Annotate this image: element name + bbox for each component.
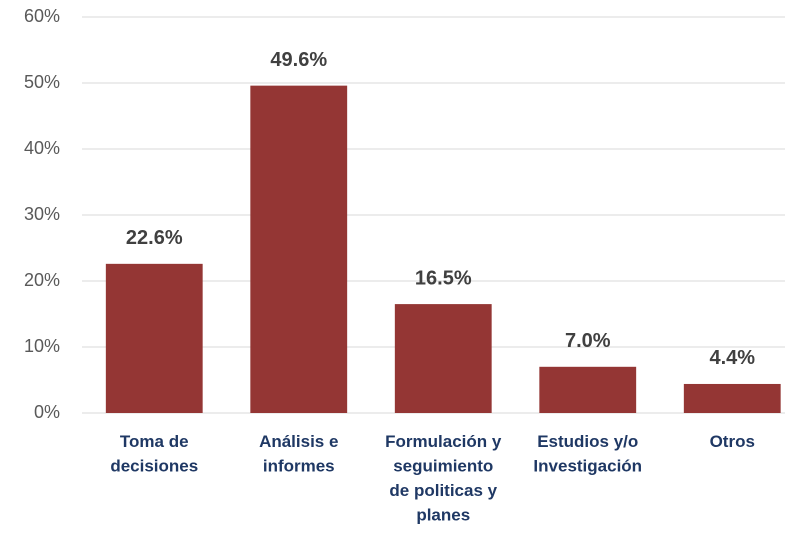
x-tick-label: Formulación y seguimiento de politicas y pl…: [385, 432, 502, 525]
x-tick-label-line: seguimiento: [393, 457, 493, 476]
x-tick-label: Estudios y/o Investigación: [533, 432, 642, 476]
x-tick-label-line: informes: [263, 457, 335, 476]
x-tick-label-line: Análisis e: [259, 432, 338, 451]
bar: [250, 85, 348, 413]
bar: [394, 304, 492, 413]
y-tick-label: 40%: [24, 138, 60, 158]
x-tick-label-line: Investigación: [533, 457, 642, 476]
y-tick-label: 10%: [24, 336, 60, 356]
x-tick-label-line: decisiones: [110, 457, 198, 476]
value-label: 22.6%: [126, 227, 183, 249]
y-tick-label: 0%: [34, 402, 60, 422]
x-tick-label-line: Formulación y: [385, 432, 502, 451]
y-tick-label: 30%: [24, 204, 60, 224]
x-tick-label: Análisis e informes: [259, 432, 338, 476]
x-tick-label-line: Estudios y/o: [537, 432, 638, 451]
y-tick-label: 50%: [24, 72, 60, 92]
x-tick-label-line: Toma de: [120, 432, 189, 451]
bar: [683, 383, 781, 413]
value-label: 4.4%: [709, 347, 755, 369]
y-tick-label: 60%: [24, 6, 60, 26]
value-label: 7.0%: [565, 330, 611, 352]
x-tick-label-line: de politicas y: [389, 481, 497, 500]
bar: [539, 366, 637, 413]
x-tick-label-line: Otros: [710, 432, 755, 451]
bar: [105, 263, 203, 413]
value-label: 49.6%: [270, 49, 327, 71]
x-tick-label: Toma de decisiones: [110, 432, 198, 476]
x-tick-label-line: planes: [416, 506, 470, 525]
x-tick-label: Otros: [710, 432, 755, 451]
value-label: 16.5%: [415, 267, 472, 289]
y-tick-label: 20%: [24, 270, 60, 290]
